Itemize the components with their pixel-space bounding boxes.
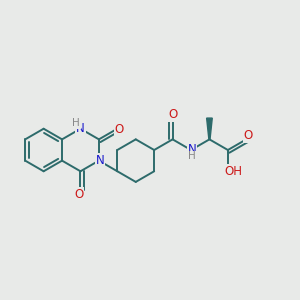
Text: H: H — [72, 118, 80, 128]
Text: H: H — [188, 151, 196, 161]
Text: O: O — [243, 129, 253, 142]
Polygon shape — [207, 118, 212, 140]
Text: O: O — [74, 188, 83, 201]
Text: N: N — [76, 122, 85, 135]
Text: N: N — [188, 143, 196, 157]
Text: O: O — [168, 108, 177, 121]
Text: N: N — [96, 154, 104, 167]
Text: OH: OH — [224, 165, 242, 178]
Text: O: O — [115, 123, 124, 136]
